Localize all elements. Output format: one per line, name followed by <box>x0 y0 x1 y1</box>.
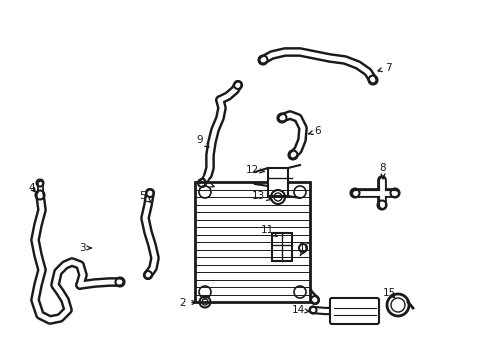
Text: 7: 7 <box>377 63 390 73</box>
Bar <box>271 233 291 261</box>
Text: 4: 4 <box>29 183 35 193</box>
Text: 11: 11 <box>260 225 276 236</box>
Text: 10: 10 <box>298 243 311 256</box>
Text: 8: 8 <box>379 163 386 179</box>
Text: 13: 13 <box>251 191 270 201</box>
Bar <box>267 168 287 196</box>
Text: 3: 3 <box>79 243 91 253</box>
Text: 6: 6 <box>308 126 321 136</box>
FancyBboxPatch shape <box>329 298 378 324</box>
Text: 5: 5 <box>140 191 151 203</box>
Text: 2: 2 <box>179 298 195 308</box>
Text: 12: 12 <box>245 165 264 175</box>
Bar <box>195 182 309 302</box>
Circle shape <box>389 297 405 313</box>
Text: 15: 15 <box>382 288 395 298</box>
Text: 9: 9 <box>196 135 208 147</box>
Text: 14: 14 <box>291 305 309 315</box>
Text: 1: 1 <box>200 178 214 188</box>
